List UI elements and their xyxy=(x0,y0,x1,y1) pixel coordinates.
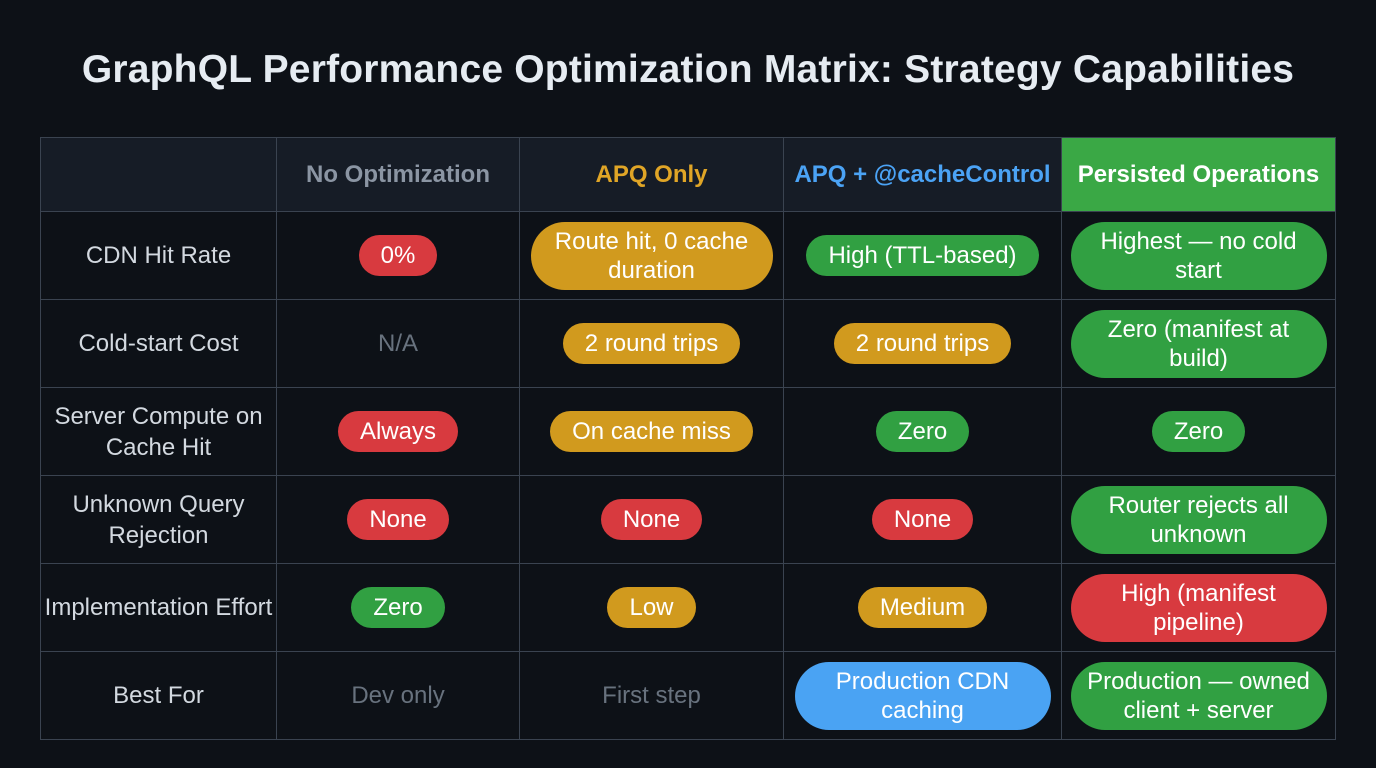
cell: Medium xyxy=(783,563,1062,652)
cell: None xyxy=(276,475,520,564)
status-badge: On cache miss xyxy=(550,411,753,452)
row-label: Implementation Effort xyxy=(40,563,277,652)
status-badge: Zero xyxy=(1151,411,1246,452)
table-row: Unknown Query Rejection None None None R… xyxy=(40,475,1336,564)
column-header-apq-only: APQ Only xyxy=(519,137,784,212)
status-badge: Always xyxy=(337,411,459,452)
status-badge: Highest — no cold start xyxy=(1070,221,1327,290)
status-badge: 0% xyxy=(358,235,438,276)
cell: High (TTL-based) xyxy=(783,211,1062,300)
table-row: Implementation Effort Zero Low Medium Hi… xyxy=(40,563,1336,652)
cell: Production — owned client + server xyxy=(1061,651,1336,740)
cell: None xyxy=(519,475,784,564)
table-row: Best For Dev only First step Production … xyxy=(40,651,1336,740)
status-badge: Zero xyxy=(351,587,445,628)
cell: First step xyxy=(519,651,784,740)
status-badge: Production — owned client + server xyxy=(1070,661,1327,730)
cell-text: N/A xyxy=(377,329,418,357)
status-badge: None xyxy=(600,499,703,540)
column-header-apq-cachecontrol: APQ + @cacheControl xyxy=(783,137,1062,212)
page-title: GraphQL Performance Optimization Matrix:… xyxy=(81,48,1295,91)
status-badge: High (TTL-based) xyxy=(806,235,1039,276)
cell: 2 round trips xyxy=(783,299,1062,388)
cell: Zero xyxy=(783,387,1062,476)
status-badge: Zero xyxy=(875,411,970,452)
cell: N/A xyxy=(276,299,520,388)
cell-text: Dev only xyxy=(351,681,445,709)
table-row: CDN Hit Rate 0% Route hit, 0 cache durat… xyxy=(40,211,1336,300)
row-label: CDN Hit Rate xyxy=(40,211,277,300)
status-badge: Medium xyxy=(857,587,988,628)
row-label: Best For xyxy=(40,651,277,740)
status-badge: None xyxy=(871,499,974,540)
cell: On cache miss xyxy=(519,387,784,476)
status-badge: Zero (manifest at build) xyxy=(1070,309,1327,378)
header-row: No Optimization APQ Only APQ + @cacheCon… xyxy=(40,137,1336,212)
cell: Dev only xyxy=(276,651,520,740)
cell: Route hit, 0 cache duration xyxy=(519,211,784,300)
status-badge: Production CDN caching xyxy=(794,661,1051,730)
status-badge: None xyxy=(347,499,449,540)
cell: Low xyxy=(519,563,784,652)
status-badge: 2 round trips xyxy=(833,323,1012,364)
column-header-no-optimization: No Optimization xyxy=(276,137,520,212)
status-badge: Router rejects all unknown xyxy=(1070,485,1327,554)
cell: Always xyxy=(276,387,520,476)
table-row: Cold-start Cost N/A 2 round trips 2 roun… xyxy=(40,299,1336,388)
cell: 0% xyxy=(276,211,520,300)
row-label: Server Compute on Cache Hit xyxy=(40,387,277,476)
cell: Router rejects all unknown xyxy=(1061,475,1336,564)
cell: Zero xyxy=(276,563,520,652)
cell-text: First step xyxy=(602,681,701,709)
row-label: Cold-start Cost xyxy=(40,299,277,388)
cell: Zero (manifest at build) xyxy=(1061,299,1336,388)
status-badge: High (manifest pipeline) xyxy=(1070,573,1327,642)
status-badge: 2 round trips xyxy=(562,323,741,364)
cell: Highest — no cold start xyxy=(1061,211,1336,300)
cell: High (manifest pipeline) xyxy=(1061,563,1336,652)
comparison-matrix: No Optimization APQ Only APQ + @cacheCon… xyxy=(40,137,1336,740)
status-badge: Route hit, 0 cache duration xyxy=(530,221,773,290)
column-header-persisted-operations: Persisted Operations xyxy=(1061,137,1336,212)
row-label: Unknown Query Rejection xyxy=(40,475,277,564)
cell: None xyxy=(783,475,1062,564)
cell: 2 round trips xyxy=(519,299,784,388)
corner-cell xyxy=(40,137,277,212)
cell: Production CDN caching xyxy=(783,651,1062,740)
cell: Zero xyxy=(1061,387,1336,476)
status-badge: Low xyxy=(607,587,696,628)
table-row: Server Compute on Cache Hit Always On ca… xyxy=(40,387,1336,476)
